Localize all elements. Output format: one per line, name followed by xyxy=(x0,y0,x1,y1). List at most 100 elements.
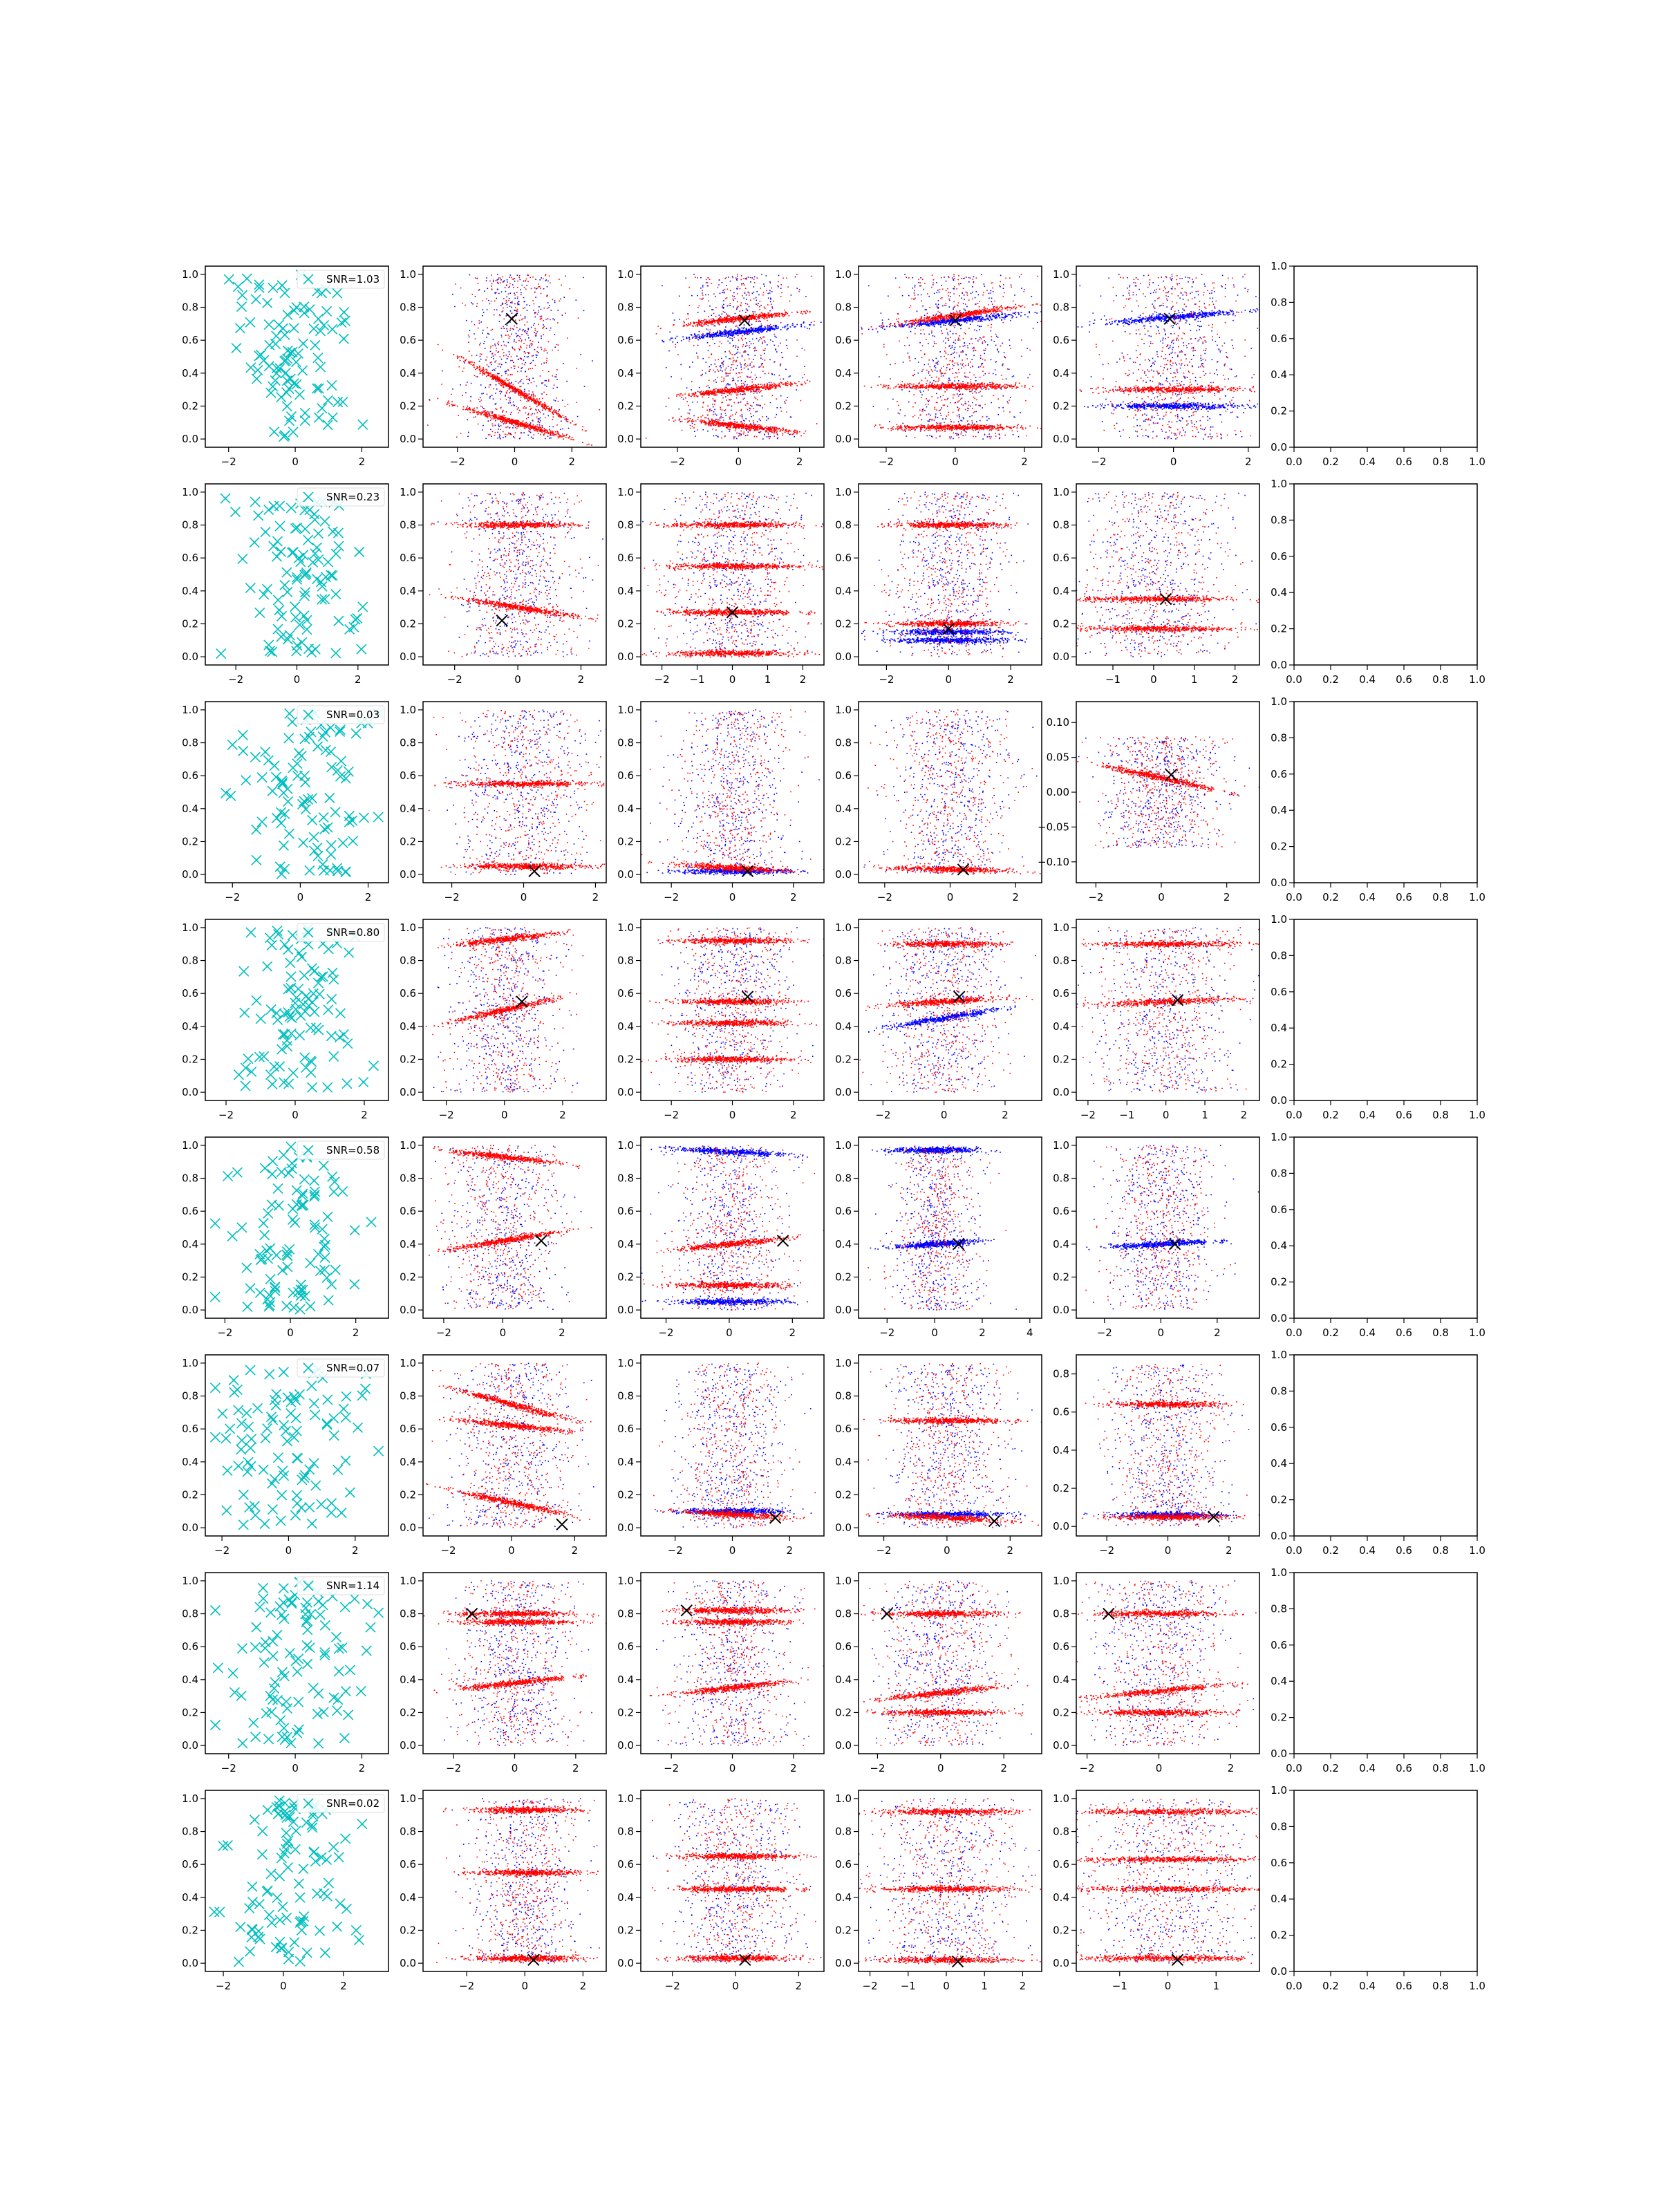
subplot-r7-c4: −2 0 2 0.0 0.2 0.4 0.6 0.8 1.0 xyxy=(835,1572,1042,1774)
scatter-point xyxy=(279,288,290,299)
scatter-point xyxy=(342,1038,353,1049)
y-tick-label: 0.4 xyxy=(1271,804,1287,816)
scatter-point xyxy=(319,1620,330,1631)
scatter-point xyxy=(229,506,241,518)
subplot-r7-c2: −2 0 2 0.0 0.2 0.4 0.6 0.8 1.0 xyxy=(400,1572,607,1774)
scatter-point xyxy=(286,1163,297,1174)
x-tick-label: 0.2 xyxy=(1322,456,1339,468)
axes-frame xyxy=(205,1354,389,1537)
y-tick-label: 0.8 xyxy=(182,737,198,749)
scatter-point xyxy=(301,1640,312,1651)
series-blue-points xyxy=(1076,1580,1255,1746)
y-tick-label: 0.8 xyxy=(1271,514,1287,526)
y-tick-label: 0.2 xyxy=(1053,1482,1069,1494)
scatter-point xyxy=(319,1647,330,1658)
scatter-point xyxy=(312,1708,323,1720)
y-tick-label: 0.4 xyxy=(400,1238,416,1250)
plot-area xyxy=(1076,491,1259,657)
center-marker xyxy=(1163,312,1176,325)
scatter-point xyxy=(283,1006,294,1018)
scatter-point xyxy=(337,837,348,849)
x-tick-label: 0 xyxy=(512,1762,518,1774)
x-tick-label: 0.8 xyxy=(1432,1762,1449,1774)
scatter-point xyxy=(281,1696,292,1707)
scatter-point xyxy=(284,1811,295,1822)
x-tick-label: −2 xyxy=(1097,1327,1112,1339)
scatter-point xyxy=(254,607,265,618)
subplot-r3-c5: −2 0 2 −0.10 −0.05 0.00 0.05 0.10 xyxy=(1038,701,1260,903)
scatter-point xyxy=(241,775,252,786)
plot-area xyxy=(1077,274,1259,440)
scatter-point xyxy=(216,648,227,659)
scatter-point xyxy=(272,1892,283,1904)
y-tick-label: 0.0 xyxy=(400,1957,416,1969)
x-tick-label: 0 xyxy=(294,673,301,686)
scatter-point xyxy=(358,1076,369,1087)
y-tick-label: 0.0 xyxy=(1053,1520,1069,1533)
scatter-point xyxy=(236,1690,247,1701)
y-tick-label: 1.0 xyxy=(1271,1349,1287,1361)
y-tick-label: 1.0 xyxy=(182,486,198,498)
scatter-point xyxy=(279,329,290,341)
y-tick-label: 0.4 xyxy=(835,367,852,379)
x-tick-label: 2 xyxy=(592,891,599,903)
scatter-point xyxy=(322,395,333,406)
x-tick-label: 2 xyxy=(789,1327,796,1339)
scatter-point xyxy=(306,727,317,738)
scatter-point xyxy=(299,1052,310,1063)
scatter-point xyxy=(310,548,321,559)
y-tick-label: −0.10 xyxy=(1038,856,1069,868)
x-tick-label: 0 xyxy=(521,891,527,903)
series-blue-points xyxy=(657,1363,812,1528)
center-marker xyxy=(738,314,751,327)
y-tick-label: 0.6 xyxy=(617,987,634,1000)
y-tick-label: 0.0 xyxy=(182,1521,198,1534)
series-red-points xyxy=(436,1798,600,1964)
plot-area xyxy=(859,927,1036,1093)
scatter-point xyxy=(297,1474,308,1485)
x-tick-label: −2 xyxy=(436,1327,451,1339)
scatter-point xyxy=(301,1616,312,1628)
center-marker xyxy=(942,622,955,635)
center-marker xyxy=(957,863,970,876)
x-tick-label: 0 xyxy=(1165,1544,1172,1557)
y-tick-label: 1.0 xyxy=(400,1139,416,1152)
scatter-point xyxy=(291,1185,302,1196)
scatter-point xyxy=(251,854,262,865)
scatter-point xyxy=(246,1433,257,1445)
y-tick-label: 0.2 xyxy=(1271,1712,1287,1724)
scatter-point xyxy=(283,984,294,995)
x-tick-label: 1.0 xyxy=(1469,1327,1485,1339)
scatter-point xyxy=(274,1871,285,1882)
scatter-point xyxy=(269,1394,280,1405)
scatter-point xyxy=(270,1285,281,1297)
scatter-point xyxy=(292,1453,303,1464)
scatter-point xyxy=(236,1222,247,1233)
scatter-point xyxy=(339,307,350,318)
y-tick-label: 0.4 xyxy=(400,803,416,815)
scatter-point xyxy=(227,739,238,750)
subplot-r7-c3: −2 0 2 0.0 0.2 0.4 0.6 0.8 1.0 xyxy=(617,1572,825,1774)
scatter-point xyxy=(344,1487,355,1498)
scatter-point xyxy=(333,1666,344,1677)
scatter-point xyxy=(274,1601,285,1612)
scatter-point xyxy=(290,1395,301,1406)
x-tick-label: 1.0 xyxy=(1469,673,1485,686)
legend-label: SNR=0.03 xyxy=(326,709,379,721)
y-tick-label: 0.4 xyxy=(1053,585,1069,597)
scatter-point xyxy=(344,947,355,958)
x-tick-label: 0 xyxy=(1165,1980,1172,1992)
y-tick-label: 0.8 xyxy=(1053,1826,1069,1838)
y-tick-label: 1.0 xyxy=(1053,1792,1069,1805)
scatter-point xyxy=(325,865,336,876)
scatter-point xyxy=(209,1906,220,1918)
scatter-point xyxy=(336,317,347,328)
scatter-point xyxy=(245,317,256,328)
y-tick-label: 0.8 xyxy=(617,737,634,749)
x-tick-label: −2 xyxy=(664,1762,679,1774)
scatter-point xyxy=(246,1066,257,1078)
y-tick-label: 0.6 xyxy=(835,1423,852,1435)
scatter-point xyxy=(273,928,284,940)
scatter-point xyxy=(349,1279,360,1290)
scatter-point xyxy=(283,733,294,744)
